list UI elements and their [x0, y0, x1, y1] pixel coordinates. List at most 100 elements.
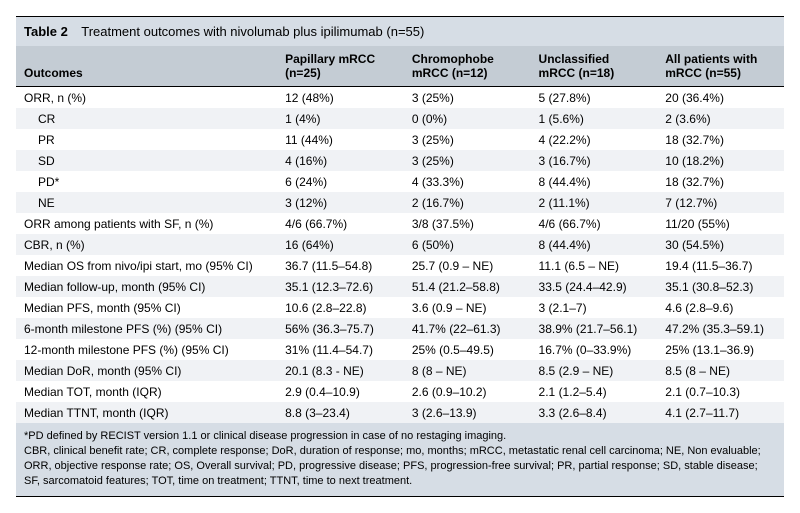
table-cell: 10.6 (2.8–22.8): [277, 297, 404, 318]
table-cell: 1 (5.6%): [531, 108, 658, 129]
table-cell: 4.6 (2.8–9.6): [657, 297, 784, 318]
table-row: Median DoR, month (95% CI)20.1 (8.3 - NE…: [16, 360, 784, 381]
table-row: Median TTNT, month (IQR)8.8 (3–23.4)3 (2…: [16, 402, 784, 423]
table-cell: 2 (11.1%): [531, 192, 658, 213]
table-grid: Outcomes Papillary mRCC (n=25) Chromopho…: [16, 46, 784, 423]
table-cell: 6 (50%): [404, 234, 531, 255]
table-row: PD*6 (24%)4 (33.3%)8 (44.4%)18 (32.7%): [16, 171, 784, 192]
table-row: 6-month milestone PFS (%) (95% CI)56% (3…: [16, 318, 784, 339]
table-cell: PD*: [16, 171, 277, 192]
table-cell: 5 (27.8%): [531, 87, 658, 109]
table-cell: 35.1 (12.3–72.6): [277, 276, 404, 297]
table-cell: Median follow-up, month (95% CI): [16, 276, 277, 297]
col-header-2: Chromophobe mRCC (n=12): [404, 46, 531, 87]
table-cell: 2.6 (0.9–10.2): [404, 381, 531, 402]
table-cell: 25% (13.1–36.9): [657, 339, 784, 360]
table-cell: 4 (16%): [277, 150, 404, 171]
table-cell: 30 (54.5%): [657, 234, 784, 255]
table-row: PR11 (44%)3 (25%)4 (22.2%)18 (32.7%): [16, 129, 784, 150]
table-row: Median OS from nivo/ipi start, mo (95% C…: [16, 255, 784, 276]
table-cell: CR: [16, 108, 277, 129]
table-row: Median TOT, month (IQR)2.9 (0.4–10.9)2.6…: [16, 381, 784, 402]
table-cell: 38.9% (21.7–56.1): [531, 318, 658, 339]
table-cell: 11 (44%): [277, 129, 404, 150]
table-cell: 3 (2.6–13.9): [404, 402, 531, 423]
table-cell: 33.5 (24.4–42.9): [531, 276, 658, 297]
table-cell: 10 (18.2%): [657, 150, 784, 171]
table-cell: 4/6 (66.7%): [277, 213, 404, 234]
table-row: ORR, n (%)12 (48%)3 (25%)5 (27.8%)20 (36…: [16, 87, 784, 109]
col-header-4: All patients with mRCC (n=55): [657, 46, 784, 87]
table-cell: Median OS from nivo/ipi start, mo (95% C…: [16, 255, 277, 276]
table-row: Median follow-up, month (95% CI)35.1 (12…: [16, 276, 784, 297]
table-cell: 11.1 (6.5 – NE): [531, 255, 658, 276]
table-cell: 11/20 (55%): [657, 213, 784, 234]
table-number: Table 2: [24, 24, 68, 39]
table-row: SD4 (16%)3 (25%)3 (16.7%)10 (18.2%): [16, 150, 784, 171]
table-cell: 16.7% (0–33.9%): [531, 339, 658, 360]
table-cell: Median PFS, month (95% CI): [16, 297, 277, 318]
table-cell: 2.9 (0.4–10.9): [277, 381, 404, 402]
footnote-line-1: *PD defined by RECIST version 1.1 or cli…: [24, 429, 776, 444]
table-cell: 2 (3.6%): [657, 108, 784, 129]
table-cell: 31% (11.4–54.7): [277, 339, 404, 360]
table-cell: Median TOT, month (IQR): [16, 381, 277, 402]
table-cell: 3 (25%): [404, 129, 531, 150]
table-cell: 3 (16.7%): [531, 150, 658, 171]
table-caption: Treatment outcomes with nivolumab plus i…: [81, 24, 424, 39]
table-cell: 4/6 (66.7%): [531, 213, 658, 234]
table-cell: 8.8 (3–23.4): [277, 402, 404, 423]
table-cell: 8.5 (8 – NE): [657, 360, 784, 381]
table-cell: 25% (0.5–49.5): [404, 339, 531, 360]
table-cell: 12-month milestone PFS (%) (95% CI): [16, 339, 277, 360]
table-cell: 8 (8 – NE): [404, 360, 531, 381]
footnote-line-2: CBR, clinical benefit rate; CR, complete…: [24, 444, 776, 489]
table-row: ORR among patients with SF, n (%)4/6 (66…: [16, 213, 784, 234]
outcomes-table: Table 2 Treatment outcomes with nivoluma…: [16, 16, 784, 497]
col-header-1: Papillary mRCC (n=25): [277, 46, 404, 87]
table-cell: 0 (0%): [404, 108, 531, 129]
table-cell: 6-month milestone PFS (%) (95% CI): [16, 318, 277, 339]
col-header-3: Unclassified mRCC (n=18): [531, 46, 658, 87]
table-cell: CBR, n (%): [16, 234, 277, 255]
table-cell: 4 (22.2%): [531, 129, 658, 150]
table-cell: 47.2% (35.3–59.1): [657, 318, 784, 339]
col-header-0: Outcomes: [16, 46, 277, 87]
table-cell: 3.3 (2.6–8.4): [531, 402, 658, 423]
table-cell: 6 (24%): [277, 171, 404, 192]
header-row: Outcomes Papillary mRCC (n=25) Chromopho…: [16, 46, 784, 87]
table-head: Outcomes Papillary mRCC (n=25) Chromopho…: [16, 46, 784, 87]
table-cell: SD: [16, 150, 277, 171]
table-cell: 7 (12.7%): [657, 192, 784, 213]
table-cell: 1 (4%): [277, 108, 404, 129]
table-cell: 16 (64%): [277, 234, 404, 255]
table-cell: 4.1 (2.7–11.7): [657, 402, 784, 423]
table-cell: NE: [16, 192, 277, 213]
table-cell: ORR among patients with SF, n (%): [16, 213, 277, 234]
table-cell: 3 (12%): [277, 192, 404, 213]
table-row: 12-month milestone PFS (%) (95% CI)31% (…: [16, 339, 784, 360]
table-cell: 3/8 (37.5%): [404, 213, 531, 234]
table-cell: 18 (32.7%): [657, 129, 784, 150]
table-cell: Median TTNT, month (IQR): [16, 402, 277, 423]
table-cell: ORR, n (%): [16, 87, 277, 109]
table-cell: 3 (25%): [404, 150, 531, 171]
table-cell: 20.1 (8.3 - NE): [277, 360, 404, 381]
table-row: Median PFS, month (95% CI)10.6 (2.8–22.8…: [16, 297, 784, 318]
table-cell: 8.5 (2.9 – NE): [531, 360, 658, 381]
table-row: CBR, n (%)16 (64%)6 (50%)8 (44.4%)30 (54…: [16, 234, 784, 255]
table-cell: Median DoR, month (95% CI): [16, 360, 277, 381]
table-title-row: Table 2 Treatment outcomes with nivoluma…: [16, 17, 784, 46]
table-cell: 56% (36.3–75.7): [277, 318, 404, 339]
table-body: ORR, n (%)12 (48%)3 (25%)5 (27.8%)20 (36…: [16, 87, 784, 424]
table-cell: 8 (44.4%): [531, 234, 658, 255]
table-cell: 35.1 (30.8–52.3): [657, 276, 784, 297]
table-footnote: *PD defined by RECIST version 1.1 or cli…: [16, 423, 784, 496]
table-row: NE3 (12%)2 (16.7%)2 (11.1%)7 (12.7%): [16, 192, 784, 213]
table-cell: 12 (48%): [277, 87, 404, 109]
table-cell: 25.7 (0.9 – NE): [404, 255, 531, 276]
table-cell: 51.4 (21.2–58.8): [404, 276, 531, 297]
table-cell: 41.7% (22–61.3): [404, 318, 531, 339]
table-cell: 19.4 (11.5–36.7): [657, 255, 784, 276]
table-cell: 2.1 (1.2–5.4): [531, 381, 658, 402]
